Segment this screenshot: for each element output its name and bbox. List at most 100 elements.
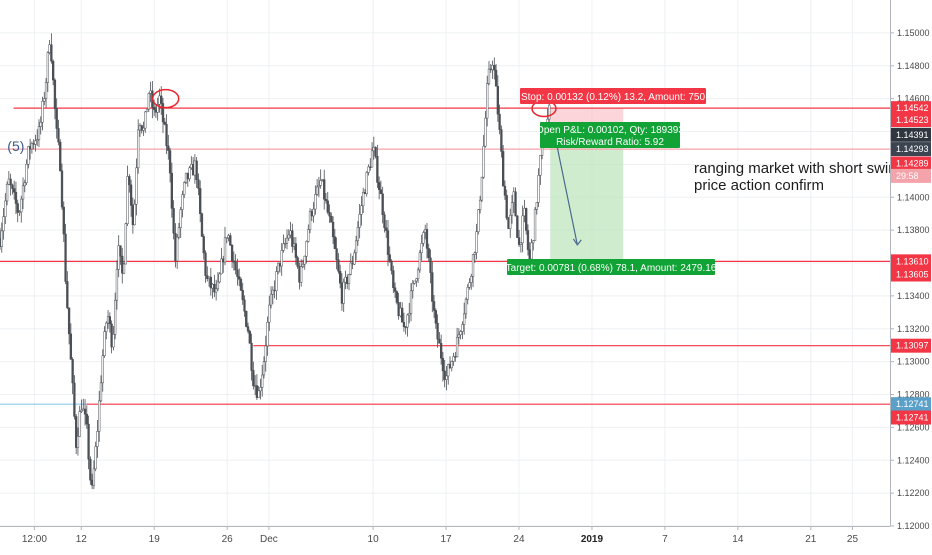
candle-body [312, 208, 315, 217]
candle-body [530, 242, 533, 260]
candle-body [223, 237, 227, 263]
open-pnl-box[interactable] [540, 122, 680, 148]
y-tick-label: 1.13800 [897, 225, 930, 235]
stop-label-box[interactable] [520, 88, 706, 104]
price-badge-label: 1.14289 [896, 159, 929, 169]
candle-body [13, 188, 16, 193]
candle-body [25, 163, 28, 184]
candle-body [360, 205, 363, 215]
candle-body [133, 203, 136, 226]
price-badge[interactable] [891, 112, 931, 127]
candle-body [264, 345, 267, 362]
candle-body [53, 79, 57, 109]
target-label-box[interactable] [507, 259, 715, 275]
candle-body [225, 237, 228, 239]
candle-body [482, 145, 485, 178]
candle-body [161, 103, 165, 123]
price-badge[interactable] [891, 142, 931, 157]
candle-body [252, 370, 255, 387]
candle-body [266, 321, 269, 347]
candle-body [470, 276, 473, 283]
candle-body [487, 68, 491, 84]
candle-body [114, 299, 117, 335]
note-line-2: price action confirm [694, 177, 824, 194]
candle-body [471, 254, 475, 277]
x-tick-label: 7 [662, 534, 668, 545]
candle-body [167, 145, 170, 151]
x-tick-label: 24 [513, 534, 525, 545]
candle-body [92, 468, 96, 486]
price-badge[interactable] [891, 168, 931, 183]
candle-body [129, 184, 133, 206]
candle-body [525, 208, 528, 231]
candle-body [60, 170, 64, 208]
candle-body [230, 244, 234, 262]
price-badge[interactable] [891, 127, 931, 142]
candle-body [434, 310, 437, 324]
price-badge[interactable] [891, 338, 931, 353]
candle-body [362, 192, 365, 207]
price-badge[interactable] [891, 156, 931, 171]
candle-body [27, 146, 30, 165]
candle-body [510, 202, 514, 216]
price-badge[interactable] [891, 410, 931, 425]
candle-body [480, 176, 484, 201]
candle-body [250, 342, 253, 371]
candle-body [59, 141, 62, 172]
candle-body [385, 227, 388, 231]
candle-body [55, 108, 58, 129]
candle-body [243, 299, 246, 312]
candle-body [533, 209, 537, 241]
price-badge[interactable] [891, 397, 931, 412]
arrow-head [572, 238, 582, 246]
horizontal-lines[interactable] [0, 107, 890, 405]
candle-body [478, 199, 482, 210]
candle-body [16, 203, 19, 213]
candle-body [484, 117, 487, 147]
candle-body [177, 227, 181, 238]
candle-body [122, 263, 126, 274]
candle-body [163, 121, 166, 125]
price-badge-label: 1.14293 [896, 144, 929, 154]
candle-body [425, 229, 429, 249]
candle-body [477, 209, 480, 232]
candle-body [439, 343, 443, 359]
candle-body [413, 280, 416, 284]
price-badge[interactable] [891, 267, 931, 282]
candle-body [105, 322, 108, 332]
y-tick-label: 1.12600 [897, 422, 930, 432]
annotations[interactable]: (5) Stop: 0.00132 (0.12%) 13.2, Amount: 7… [7, 88, 897, 275]
price-badge-label: 1.14542 [896, 103, 929, 113]
reward-zone [550, 132, 624, 262]
candle-body [377, 182, 381, 190]
candle-body [416, 269, 420, 280]
candle-body [195, 160, 198, 180]
candle-body [374, 146, 377, 157]
candle-body [179, 209, 182, 228]
y-tick-label: 1.14000 [897, 192, 930, 202]
candle-body [427, 248, 430, 259]
candle-body [73, 382, 76, 417]
candle-body [486, 83, 489, 119]
candle-body [269, 293, 273, 306]
candle-body [5, 183, 9, 202]
candle-body [503, 185, 507, 196]
price-badge[interactable] [891, 101, 931, 116]
price-badge[interactable] [891, 254, 931, 269]
candle-body [117, 245, 120, 270]
candle-body [475, 231, 478, 253]
candle-body [301, 263, 305, 267]
candle-body [268, 304, 271, 323]
highlight-circle[interactable] [151, 88, 180, 109]
candle-body [386, 230, 390, 255]
x-tick-label: 17 [440, 534, 452, 545]
x-tick-label: 2019 [581, 534, 604, 545]
y-tick-label: 1.12200 [897, 488, 930, 498]
candle-body [200, 213, 204, 237]
candle-body [282, 243, 285, 251]
candle-body [339, 270, 342, 284]
candle-body [44, 82, 48, 99]
